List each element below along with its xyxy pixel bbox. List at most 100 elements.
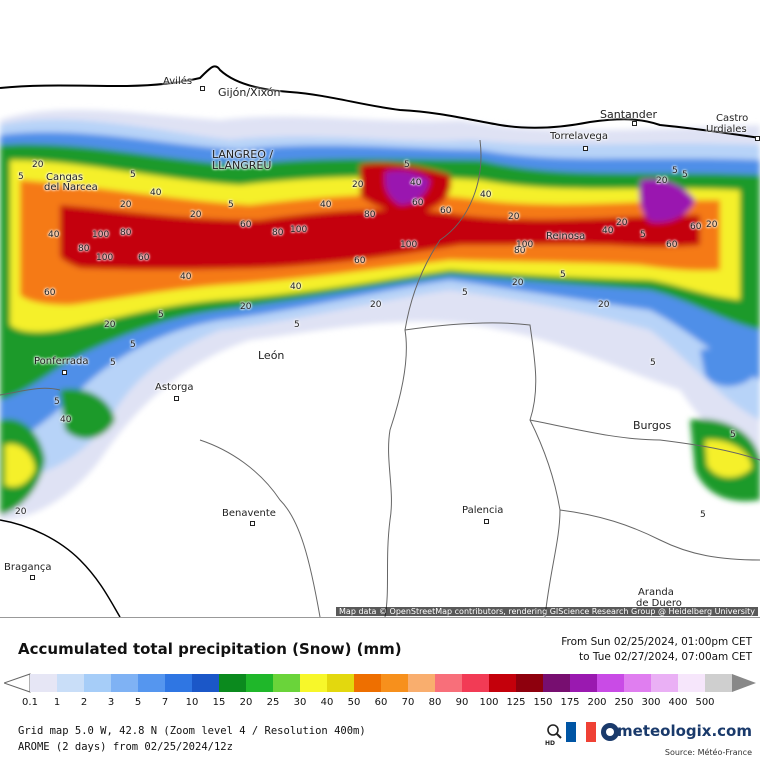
scale-swatch xyxy=(705,674,733,692)
city-marker-icon xyxy=(174,396,179,401)
contour-value-label: 20 xyxy=(512,278,524,288)
city-label: LANGREO / xyxy=(212,148,274,161)
meteologix-logo-icon xyxy=(601,723,619,741)
contour-value-label: 5 xyxy=(130,170,136,180)
scale-tick-label: 175 xyxy=(560,697,580,708)
contour-value-label: 80 xyxy=(272,228,284,238)
contour-value-label: 5 xyxy=(294,320,300,330)
color-scale xyxy=(4,673,756,693)
scale-tick-label: 30 xyxy=(293,697,307,708)
contour-value-label: 20 xyxy=(120,200,132,210)
contour-value-label: 5 xyxy=(640,230,646,240)
city-label: Castro xyxy=(716,113,749,124)
contour-value-label: 80 xyxy=(120,228,132,238)
contour-value-label: 80 xyxy=(364,210,376,220)
contour-value-label: 5 xyxy=(228,200,234,210)
contour-value-label: 100 xyxy=(516,240,534,250)
scale-swatch xyxy=(219,674,247,692)
scale-min-arrow xyxy=(4,673,31,693)
scale-swatch xyxy=(516,674,544,692)
contour-value-label: 60 xyxy=(690,222,702,232)
scale-swatch xyxy=(543,674,571,692)
brand-name[interactable]: meteologix.com xyxy=(617,722,752,740)
contour-value-label: 60 xyxy=(412,198,424,208)
scale-tick-label: 250 xyxy=(614,697,634,708)
period-to: to Tue 02/27/2024, 07:00am CET xyxy=(579,651,752,663)
scale-tick-label: 90 xyxy=(455,697,469,708)
scale-tick-label: 200 xyxy=(587,697,607,708)
contour-value-label: 60 xyxy=(138,253,150,263)
contour-value-label: 5 xyxy=(130,340,136,350)
scale-tick-label: 20 xyxy=(239,697,253,708)
legend-panel: Accumulated total precipitation (Snow) (… xyxy=(0,617,760,760)
contour-value-label: 60 xyxy=(440,206,452,216)
contour-value-label: 60 xyxy=(240,220,252,230)
scale-tick-label: 0.1 xyxy=(22,697,38,708)
contour-value-label: 40 xyxy=(150,188,162,198)
city-label: Benavente xyxy=(222,508,276,519)
contour-value-label: 40 xyxy=(602,226,614,236)
contour-value-label: 40 xyxy=(180,272,192,282)
scale-swatch xyxy=(651,674,679,692)
contour-value-label: 60 xyxy=(666,240,678,250)
city-marker-icon xyxy=(632,121,637,126)
france-flag-icon[interactable] xyxy=(566,722,596,742)
contour-value-label: 20 xyxy=(104,320,116,330)
city-label: Urdiales xyxy=(706,124,747,135)
scale-swatch xyxy=(435,674,463,692)
scale-swatch xyxy=(165,674,193,692)
contour-value-label: 5 xyxy=(462,288,468,298)
scale-swatch xyxy=(381,674,409,692)
contour-value-label: 20 xyxy=(656,176,668,186)
scale-tick-label: 50 xyxy=(347,697,361,708)
scale-tick-label: 100 xyxy=(479,697,499,708)
scale-swatch xyxy=(111,674,139,692)
contour-value-label: 100 xyxy=(92,230,110,240)
contour-value-label: 20 xyxy=(352,180,364,190)
contour-value-label: 20 xyxy=(32,160,44,170)
borders xyxy=(0,139,760,617)
scale-tick-label: 400 xyxy=(668,697,688,708)
scale-swatch xyxy=(327,674,355,692)
scale-tick-label: 15 xyxy=(212,697,226,708)
legend-title: Accumulated total precipitation (Snow) (… xyxy=(18,640,402,658)
scale-tick-label: 2 xyxy=(80,697,88,708)
city-label: de Duero xyxy=(636,598,682,609)
precip-field xyxy=(0,109,760,520)
contour-value-label: 60 xyxy=(44,288,56,298)
scale-swatch xyxy=(597,674,625,692)
city-label: Astorga xyxy=(155,382,194,393)
precipitation-map[interactable]: Avilés Gijón/Xixón Santander Castro Urdiales… xyxy=(0,0,760,617)
contour-value-label: 5 xyxy=(110,358,116,368)
scale-swatch xyxy=(192,674,220,692)
city-marker-icon xyxy=(250,521,255,526)
scale-tick-label: 125 xyxy=(506,697,526,708)
city-label: Reinosa xyxy=(546,231,586,242)
scale-tick-label: 7 xyxy=(161,697,169,708)
scale-swatch xyxy=(273,674,301,692)
scale-tick-label: 40 xyxy=(320,697,334,708)
hd-zoom-icon[interactable] xyxy=(545,723,565,747)
city-marker-icon xyxy=(484,519,489,524)
city-label: Burgos xyxy=(633,419,672,432)
scale-swatch xyxy=(624,674,652,692)
contour-value-label: 5 xyxy=(560,270,566,280)
scale-swatch xyxy=(300,674,328,692)
city-label: Cangas xyxy=(46,172,84,183)
city-marker-icon xyxy=(200,86,205,91)
contour-value-label: 80 xyxy=(78,244,90,254)
contour-value-label: 5 xyxy=(54,397,60,407)
city-label: Gijón/Xixón xyxy=(218,86,281,99)
contour-value-label: 20 xyxy=(15,507,27,517)
contour-value-label: 100 xyxy=(290,225,308,235)
scale-swatch xyxy=(489,674,517,692)
contour-value-label: 20 xyxy=(508,212,520,222)
contour-value-label: 80 xyxy=(514,246,526,256)
contour-value-label: 40 xyxy=(290,282,302,292)
scale-swatch xyxy=(408,674,436,692)
scale-swatch xyxy=(138,674,166,692)
contour-value-label: 5 xyxy=(672,166,678,176)
scale-swatch xyxy=(570,674,598,692)
scale-swatch xyxy=(354,674,382,692)
contour-value-label: 5 xyxy=(404,160,410,170)
